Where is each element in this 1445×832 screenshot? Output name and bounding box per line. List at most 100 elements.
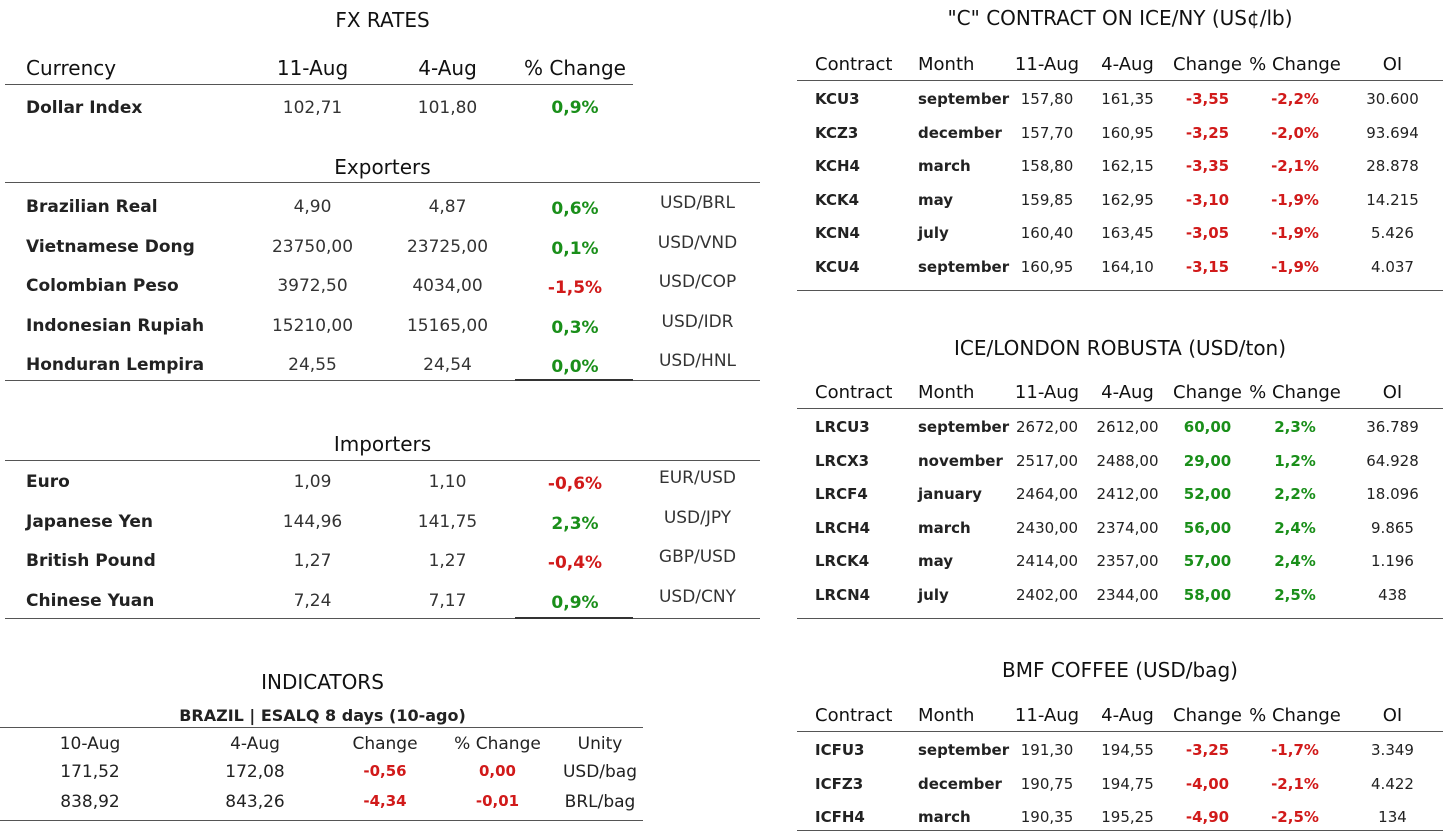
ind-header-date1: 10-Aug bbox=[59, 734, 121, 754]
rate-current: 15210,00 bbox=[271, 315, 354, 336]
open-interest: 438 bbox=[1378, 586, 1407, 604]
rate-previous: 141,75 bbox=[417, 511, 478, 532]
column-header: OI bbox=[1382, 54, 1403, 75]
price-change: -3,05 bbox=[1185, 224, 1230, 243]
column-header: OI bbox=[1382, 382, 1403, 403]
indicators-subtitle: BRAZIL | ESALQ 8 days (10-ago) bbox=[179, 706, 466, 725]
open-interest: 1.196 bbox=[1371, 552, 1414, 571]
price-current: 191,30 bbox=[1020, 741, 1074, 759]
rate-previous: 4,87 bbox=[428, 197, 467, 217]
contract-month: november bbox=[918, 451, 1003, 470]
price-current: 2517,00 bbox=[1015, 451, 1079, 470]
price-pct-change: -1,9% bbox=[1271, 224, 1319, 243]
price-change: -3,35 bbox=[1185, 157, 1230, 176]
price-current: 2402,00 bbox=[1015, 586, 1079, 604]
price-change: -4,90 bbox=[1185, 808, 1230, 827]
column-header: 11-Aug bbox=[1014, 382, 1080, 403]
contract-month: september bbox=[918, 741, 1010, 759]
currency-name: Brazilian Real bbox=[26, 197, 158, 217]
contract-code: LRCK4 bbox=[815, 552, 870, 571]
price-change: -3,55 bbox=[1185, 90, 1230, 108]
currency-name: Euro bbox=[26, 472, 70, 492]
currency-name: British Pound bbox=[26, 551, 156, 571]
contract-code: LRCF4 bbox=[815, 485, 868, 504]
price-change: -3,15 bbox=[1185, 258, 1230, 276]
column-header: 4-Aug bbox=[1101, 705, 1154, 726]
rate-change: 2,3% bbox=[551, 513, 599, 534]
divider bbox=[797, 731, 1443, 732]
column-header: Change bbox=[1173, 382, 1242, 403]
price-previous: 2374,00 bbox=[1096, 518, 1159, 537]
rate-previous: 1,10 bbox=[428, 472, 467, 492]
contract-code: KCU4 bbox=[815, 258, 860, 276]
divider bbox=[797, 290, 1443, 291]
price-change: -3,25 bbox=[1185, 123, 1230, 142]
price-change: -3,10 bbox=[1185, 190, 1230, 209]
price-change: 29,00 bbox=[1183, 451, 1232, 470]
price-previous: 160,95 bbox=[1101, 123, 1154, 142]
rate-change: 0,0% bbox=[551, 357, 599, 377]
price-current: 157,70 bbox=[1020, 123, 1074, 142]
price-pct-change: -1,7% bbox=[1271, 741, 1319, 759]
column-header: Month bbox=[918, 705, 975, 726]
rate-change: 0,9% bbox=[551, 592, 599, 613]
contract-code: LRCH4 bbox=[815, 518, 871, 537]
indicator-unit: BRL/bag bbox=[564, 792, 636, 812]
contract-month: march bbox=[918, 157, 971, 176]
column-header: Change bbox=[1173, 705, 1242, 726]
divider bbox=[5, 460, 760, 461]
price-pct-change: 2,4% bbox=[1274, 518, 1316, 537]
ice-ny-title: "C" CONTRACT ON ICE/NY (US¢/lb) bbox=[947, 6, 1293, 30]
rate-current: 4,90 bbox=[293, 197, 332, 217]
price-current: 190,35 bbox=[1020, 808, 1074, 827]
contract-month: july bbox=[918, 586, 949, 604]
currency-pair: USD/HNL bbox=[658, 351, 737, 371]
fx-header-date1: 11-Aug bbox=[276, 56, 349, 80]
indicator-change: -4,34 bbox=[363, 792, 407, 810]
price-previous: 2344,00 bbox=[1096, 586, 1159, 604]
ind-header-change: Change bbox=[352, 734, 418, 754]
price-previous: 2412,00 bbox=[1096, 485, 1159, 504]
contract-code: KCK4 bbox=[815, 190, 860, 209]
price-pct-change: -2,0% bbox=[1271, 123, 1319, 142]
price-pct-change: -2,5% bbox=[1271, 808, 1319, 827]
divider bbox=[0, 727, 643, 728]
indicator-unit: USD/bag bbox=[562, 762, 638, 782]
exporters-title: Exporters bbox=[334, 155, 431, 179]
contract-month: may bbox=[918, 552, 954, 571]
rate-change: -0,6% bbox=[547, 474, 603, 494]
open-interest: 5.426 bbox=[1371, 224, 1414, 243]
ind-header-unit: Unity bbox=[577, 734, 623, 754]
open-interest: 134 bbox=[1378, 808, 1407, 827]
price-pct-change: 2,3% bbox=[1274, 418, 1316, 436]
fx-header-change: % Change bbox=[524, 56, 626, 80]
indicator-change: -0,56 bbox=[363, 762, 407, 780]
price-previous: 195,25 bbox=[1101, 808, 1154, 827]
open-interest: 4.037 bbox=[1371, 258, 1414, 276]
divider bbox=[5, 84, 633, 85]
price-current: 160,95 bbox=[1020, 258, 1074, 276]
open-interest: 4.422 bbox=[1371, 774, 1414, 793]
currency-pair: USD/JPY bbox=[663, 507, 732, 528]
dollar-index-value-1: 102,71 bbox=[282, 98, 343, 118]
currency-name: Colombian Peso bbox=[26, 276, 179, 296]
column-header: Contract bbox=[815, 382, 893, 403]
column-header: % Change bbox=[1249, 705, 1341, 726]
dollar-index-label: Dollar Index bbox=[26, 98, 143, 118]
price-pct-change: -2,1% bbox=[1271, 774, 1319, 793]
open-interest: 3.349 bbox=[1371, 741, 1414, 759]
open-interest: 14.215 bbox=[1366, 190, 1419, 209]
divider bbox=[5, 380, 515, 381]
divider bbox=[5, 618, 515, 619]
price-previous: 194,55 bbox=[1101, 741, 1154, 759]
divider bbox=[0, 820, 643, 821]
price-pct-change: -1,9% bbox=[1271, 258, 1319, 276]
indicator-value-current: 838,92 bbox=[60, 792, 120, 812]
price-pct-change: 2,4% bbox=[1274, 552, 1316, 571]
rate-previous: 24,54 bbox=[423, 355, 472, 375]
column-header: 4-Aug bbox=[1101, 54, 1154, 75]
indicator-pct-change: -0,01 bbox=[475, 792, 520, 810]
contract-code: KCN4 bbox=[815, 224, 860, 243]
open-interest: 9.865 bbox=[1371, 518, 1414, 537]
currency-pair: USD/IDR bbox=[661, 311, 734, 332]
